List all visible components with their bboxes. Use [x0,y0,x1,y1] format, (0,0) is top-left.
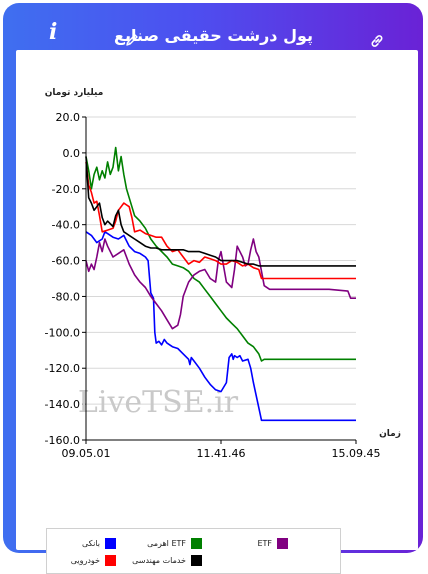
y-tick-label: 20.0 [56,111,81,124]
y-tick-label: -120.0 [45,362,80,375]
y-tick-label: -80.0 [52,290,80,303]
page-title: پول درشت حقیقی صنایع [114,26,313,45]
y-tick-label: -140.0 [45,398,80,411]
series-line-1 [85,146,356,362]
widget-frame: i پول درشت حقیقی صنایع 20.0 0.0 -20.0 -40.0… [3,3,423,574]
chart-card: 20.0 0.0 -20.0 -40.0 -60.0 -80.0 -100.0 -120.0 -… [16,50,418,574]
legend-label: اهرمی ETF [147,539,186,548]
series-line-4 [85,156,356,267]
series-line-3 [85,161,356,280]
series-line-0 [85,231,356,422]
line-chart: 20.0 0.0 -20.0 -40.0 -60.0 -80.0 -100.0 -120.0 -… [45,88,401,460]
watermark: LiveTSE.ir [78,385,239,420]
link-icon[interactable] [369,33,385,49]
y-tick-label: -160.0 [45,434,80,447]
series-line-2 [85,238,356,330]
legend-item-banki[interactable]: بانکی [82,538,116,549]
y-tick-label: -20.0 [52,183,80,196]
x-axis-label: زمان [379,429,401,439]
legend-swatch [277,538,288,549]
legend-swatch [191,538,202,549]
pencil-icon[interactable] [125,33,139,47]
legend-item-automotive[interactable]: خودرویی [71,555,116,566]
legend-label: خدمات مهندسی [132,556,186,565]
legend-item-etf-leveraged[interactable]: اهرمی ETF [147,538,202,549]
y-tick-label: -60.0 [52,255,80,268]
legend-swatch [105,538,116,549]
y-tick-label: -40.0 [52,219,80,232]
y-axis-label: میلیارد تومان [45,88,104,98]
legend-label: ETF [257,539,272,548]
x-tick-label: 09.05.01 [62,447,111,460]
legend-item-etf[interactable]: ETF [257,538,288,549]
legend-swatch [105,555,116,566]
legend-label: بانکی [82,539,100,548]
y-tick-label: -100.0 [45,326,80,339]
chart-legend: بانکی اهرمی ETF ETF خودرویی خدمات مهندسی [46,528,341,574]
y-tick-label: 0.0 [63,147,81,160]
info-icon[interactable]: i [49,19,58,45]
legend-swatch [191,555,202,566]
legend-label: خودرویی [70,556,100,565]
legend-item-engineering[interactable]: خدمات مهندسی [132,555,202,566]
x-tick-label: 15.09.45 [332,447,381,460]
x-tick-label: 11.41.46 [197,447,246,460]
widget-header: i پول درشت حقیقی صنایع [13,13,421,57]
